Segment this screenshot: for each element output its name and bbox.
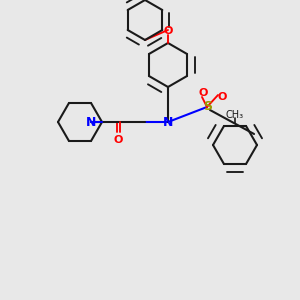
Text: O: O [198, 88, 208, 98]
Text: N: N [86, 116, 96, 128]
Text: O: O [217, 92, 227, 102]
Text: N: N [163, 116, 173, 128]
Text: O: O [163, 26, 173, 36]
Text: S: S [203, 100, 212, 113]
Text: O: O [113, 135, 123, 145]
Text: CH₃: CH₃ [226, 110, 244, 120]
